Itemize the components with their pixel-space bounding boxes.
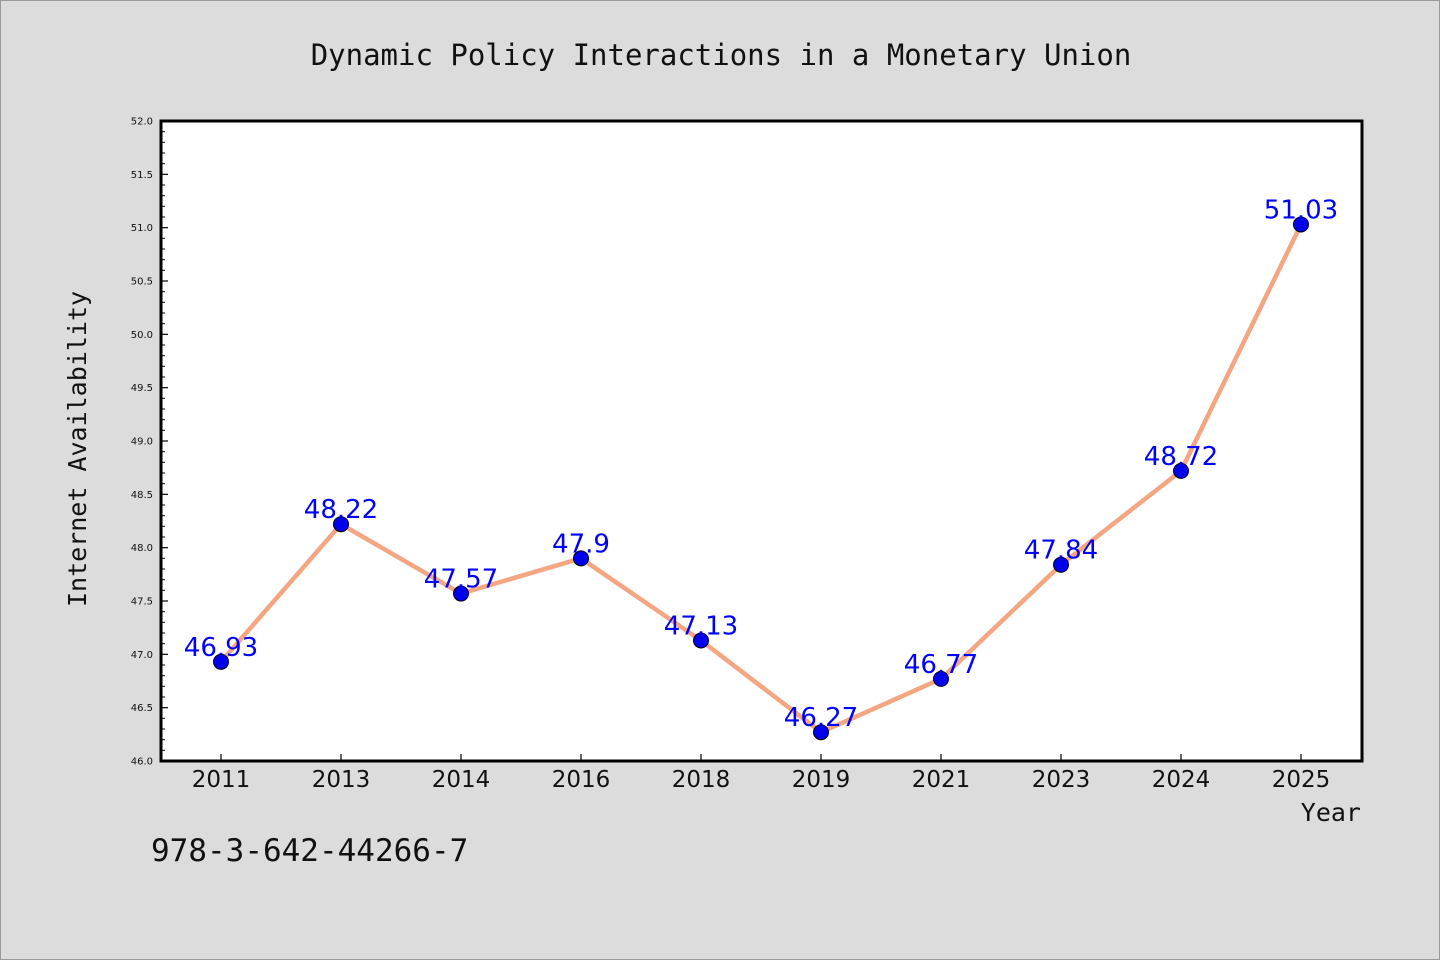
- data-label: 48.72: [1144, 442, 1218, 472]
- data-label: 48.22: [304, 495, 378, 525]
- y-tick-label: 47.0: [131, 650, 153, 661]
- x-tick-label: 2018: [672, 767, 731, 793]
- x-tick-label: 2021: [912, 767, 971, 793]
- y-tick-label: 50.5: [131, 277, 153, 288]
- x-tick-label: 2016: [552, 767, 611, 793]
- x-tick-label: 2023: [1032, 767, 1091, 793]
- data-point: [453, 585, 469, 602]
- x-tick-label: 2014: [432, 767, 491, 793]
- data-label: 46.93: [184, 633, 258, 663]
- y-tick-label: 46.0: [131, 757, 153, 768]
- data-label: 46.77: [904, 650, 978, 680]
- x-tick-label: 2013: [312, 767, 371, 793]
- series-points: [213, 216, 1309, 741]
- data-label: 47.9: [552, 529, 610, 559]
- x-tick-label: 2025: [1272, 767, 1331, 793]
- x-tick-label: 2024: [1152, 767, 1211, 793]
- y-axis: 46.0 46.5 47.0 47.5 48.0 48.5 49.0 49.5 50.0 50.5…: [131, 117, 168, 768]
- data-label: 51.03: [1264, 195, 1338, 225]
- data-point: [213, 653, 229, 670]
- data-point: [1293, 216, 1309, 233]
- y-axis-label: Internet Availability: [63, 291, 92, 607]
- y-tick-label: 51.0: [131, 223, 153, 234]
- data-point: [333, 516, 349, 533]
- plot-area: [161, 121, 1362, 761]
- y-tick-label: 49.5: [131, 383, 153, 394]
- footer-code: 978-3-642-44266-7: [151, 833, 469, 869]
- x-axis-label: Year: [1301, 798, 1361, 827]
- data-point: [693, 632, 709, 649]
- data-labels: 46.93 48.22 47.57 47.9 47.13 46.27 46.77 47.84 4…: [184, 195, 1338, 733]
- series-polyline: [218, 222, 1304, 735]
- data-label: 47.57: [424, 565, 498, 595]
- x-axis: 2011 2013 2014 2016 2018 2019 2021 2023 2024 2025: [192, 754, 1331, 793]
- data-label: 47.13: [664, 611, 738, 641]
- x-tick-label: 2019: [792, 767, 851, 793]
- data-point: [933, 670, 949, 687]
- y-tick-label: 48.0: [131, 543, 153, 554]
- plot-frame: [159, 119, 1364, 763]
- data-point: [573, 550, 589, 567]
- y-tick-label: 46.5: [131, 703, 153, 714]
- y-tick-label: 51.5: [131, 170, 153, 181]
- data-label: 46.27: [784, 703, 858, 733]
- y-tick-label: 49.0: [131, 437, 153, 448]
- series-line: [218, 222, 1304, 735]
- y-tick-label: 52.0: [131, 117, 153, 128]
- y-tick-label: 50.0: [131, 330, 153, 341]
- data-label: 47.84: [1024, 536, 1098, 566]
- x-tick-label: 2011: [192, 767, 251, 793]
- chart-title: Dynamic Policy Interactions in a Monetar…: [311, 38, 1132, 72]
- y-tick-label: 48.5: [131, 490, 153, 501]
- data-point: [1173, 462, 1189, 479]
- data-point: [813, 724, 829, 741]
- data-point: [1053, 556, 1069, 573]
- y-tick-label: 47.5: [131, 597, 153, 608]
